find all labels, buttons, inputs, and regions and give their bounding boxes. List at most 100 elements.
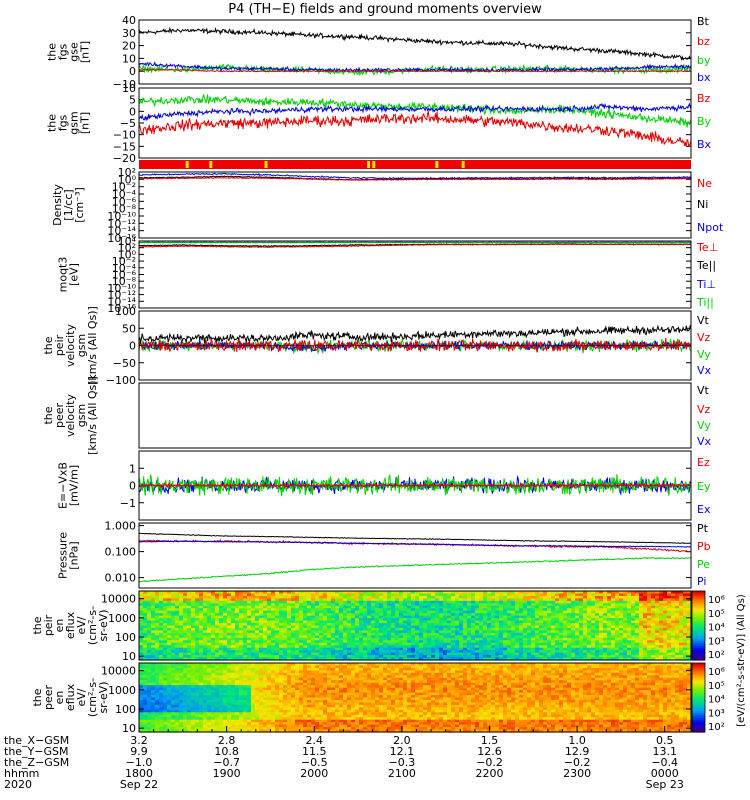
- y-tick-label: 0: [129, 340, 136, 353]
- series-line-Bz: [138, 110, 692, 148]
- legend-entry-Vx: Vx: [697, 435, 712, 448]
- series-line-bz: [138, 68, 692, 73]
- legend-entry-Bx: Bx: [697, 138, 712, 151]
- y-axis-label: fgs: [57, 114, 70, 131]
- x-tick-label: −0.3: [388, 756, 415, 769]
- y-tick-label: 10⁻²: [112, 255, 136, 268]
- y-tick-label: 20: [122, 40, 136, 53]
- series-line-Ey: [138, 474, 692, 497]
- colorbar-tick-label: 10⁴: [708, 695, 725, 706]
- y-axis-label: (cm²-s-: [86, 606, 99, 645]
- x-tick-label: 1800: [125, 767, 153, 780]
- panel-frame: [138, 450, 692, 521]
- y-axis-label: peer: [42, 685, 55, 711]
- colorbar-tick-label: 10⁴: [708, 623, 725, 634]
- legend-entry-Ex: Ex: [697, 503, 711, 516]
- y-axis-label: [km/s (All Qs)]: [86, 376, 99, 455]
- y-tick-label: 10: [122, 650, 136, 663]
- legend-entry-bx: bx: [697, 71, 711, 84]
- y-tick-label: 10²: [118, 242, 136, 255]
- y-tick-label: −1: [120, 497, 136, 510]
- y-tick-label: 40: [122, 14, 136, 27]
- series-line-Ti||: [139, 241, 692, 244]
- y-axis-label: (cm²-s-: [86, 678, 99, 717]
- panel-velocity_peir: 100 50 0 −50 −100 Vt Vz Vy Vx thepeirvelocitygsm[…: [42, 305, 712, 387]
- y-axis-label: eflux: [64, 683, 77, 711]
- legend-entry-Te⊥: Te⊥: [696, 241, 718, 254]
- panel-frame: [138, 382, 692, 449]
- legend-entry-by: by: [697, 54, 711, 67]
- y-tick-label: 10⁻¹⁶: [107, 232, 136, 245]
- y-axis-label: the: [46, 114, 59, 132]
- legend-entry-Vy: Vy: [697, 348, 711, 361]
- y-axis-label: the: [46, 43, 59, 61]
- y-tick-label: 1: [129, 462, 136, 475]
- legend-entry-Pe: Pe: [697, 558, 710, 571]
- y-tick-label: 0.100: [105, 546, 137, 559]
- x-tick-label: 1.5: [481, 734, 499, 747]
- quality-bar: [139, 160, 691, 169]
- y-tick-label: −20: [113, 152, 136, 165]
- colorbar-frame: [691, 590, 706, 661]
- x-tick-label: −0.2: [476, 756, 503, 769]
- y-tick-label: 10000: [101, 593, 136, 606]
- y-tick-label: 30: [122, 27, 136, 40]
- panel-density: 10²10⁰10⁻²10⁻⁴10⁻⁶10⁻⁸10⁻¹⁰10⁻¹²10⁻¹⁴10⁻…: [51, 166, 724, 245]
- legend-entry-Vy: Vy: [697, 419, 711, 432]
- y-axis-label: [nT]: [79, 112, 92, 134]
- series-line-Bt: [138, 26, 691, 62]
- x-tick-label: 0000: [651, 767, 679, 780]
- x-tick-label: 3.2: [130, 734, 148, 747]
- series-line-Ne: [139, 176, 691, 181]
- colorbar-tick-label: 10²: [708, 650, 725, 661]
- legend-entry-Bz: Bz: [697, 92, 711, 105]
- y-axis-label: E=−VxB: [57, 462, 70, 509]
- y-axis-label: [nT]: [79, 41, 92, 63]
- panel-peir_eflux: 10⁶ 10⁵ 10⁴ 10³ 10² [eV/(cm²-s-str-eV)] (All …: [31, 590, 747, 727]
- legend-entry-Ti||: Ti||: [696, 296, 714, 309]
- y-tick-label: 10⁻¹²: [107, 217, 136, 230]
- y-axis-label: [km/s (All Qs)]: [86, 306, 99, 385]
- x-row-label: the_X−GSM: [4, 734, 69, 747]
- x-tick-label: 9.9: [130, 745, 148, 758]
- heatmap-cells: [139, 591, 692, 661]
- y-axis-label: gse: [68, 42, 81, 62]
- y-tick-label: −15: [113, 140, 136, 153]
- legend-entry-Vt: Vt: [697, 314, 710, 327]
- y-axis-label: velocity: [64, 324, 77, 367]
- quality-marker: [209, 161, 213, 168]
- y-tick-label: 1000: [108, 612, 136, 625]
- legend-entry-Vz: Vz: [697, 403, 711, 416]
- y-axis-label: sr-eV): [97, 609, 110, 641]
- colorbar-label: [eV/(cm²-s-str-eV)] (All Qs): [736, 594, 747, 727]
- colorbar-tick-label: 10²: [708, 722, 725, 733]
- panel-background: [139, 383, 691, 448]
- x-tick-label: Sep 22: [120, 778, 158, 791]
- quality-marker: [367, 161, 371, 168]
- y-axis-label: [mV/m]: [68, 465, 81, 506]
- x-tick-label: −0.2: [564, 756, 591, 769]
- y-tick-label: 10⁻¹⁰: [107, 210, 136, 223]
- series-line-Pt: [138, 532, 692, 544]
- y-tick-label: 10⁻¹²: [107, 289, 136, 302]
- legend-entry-Pb: Pb: [697, 540, 711, 553]
- legend-entry-Ez: Ez: [697, 456, 710, 469]
- colorbar-tick-label: 10³: [708, 708, 725, 719]
- y-tick-label: 100: [115, 703, 136, 716]
- x-tick-label: −0.7: [213, 756, 240, 769]
- y-tick-label: 1.000: [105, 520, 137, 533]
- colorbar-tick-label: 10⁶: [708, 595, 725, 606]
- y-tick-label: 1000: [108, 684, 136, 697]
- legend-entry-bz: bz: [697, 35, 710, 48]
- series-line-Pe: [138, 556, 692, 583]
- x-tick-label: 2100: [388, 767, 416, 780]
- y-tick-label: 0: [129, 65, 136, 78]
- panel-frame: [138, 87, 692, 159]
- panel-frame: [138, 662, 692, 733]
- y-tick-label: −10: [113, 129, 136, 142]
- legend-entry-Npot: Npot: [697, 221, 724, 234]
- x-row-label: hhmm: [4, 767, 39, 780]
- series-line-Vz: [138, 338, 692, 353]
